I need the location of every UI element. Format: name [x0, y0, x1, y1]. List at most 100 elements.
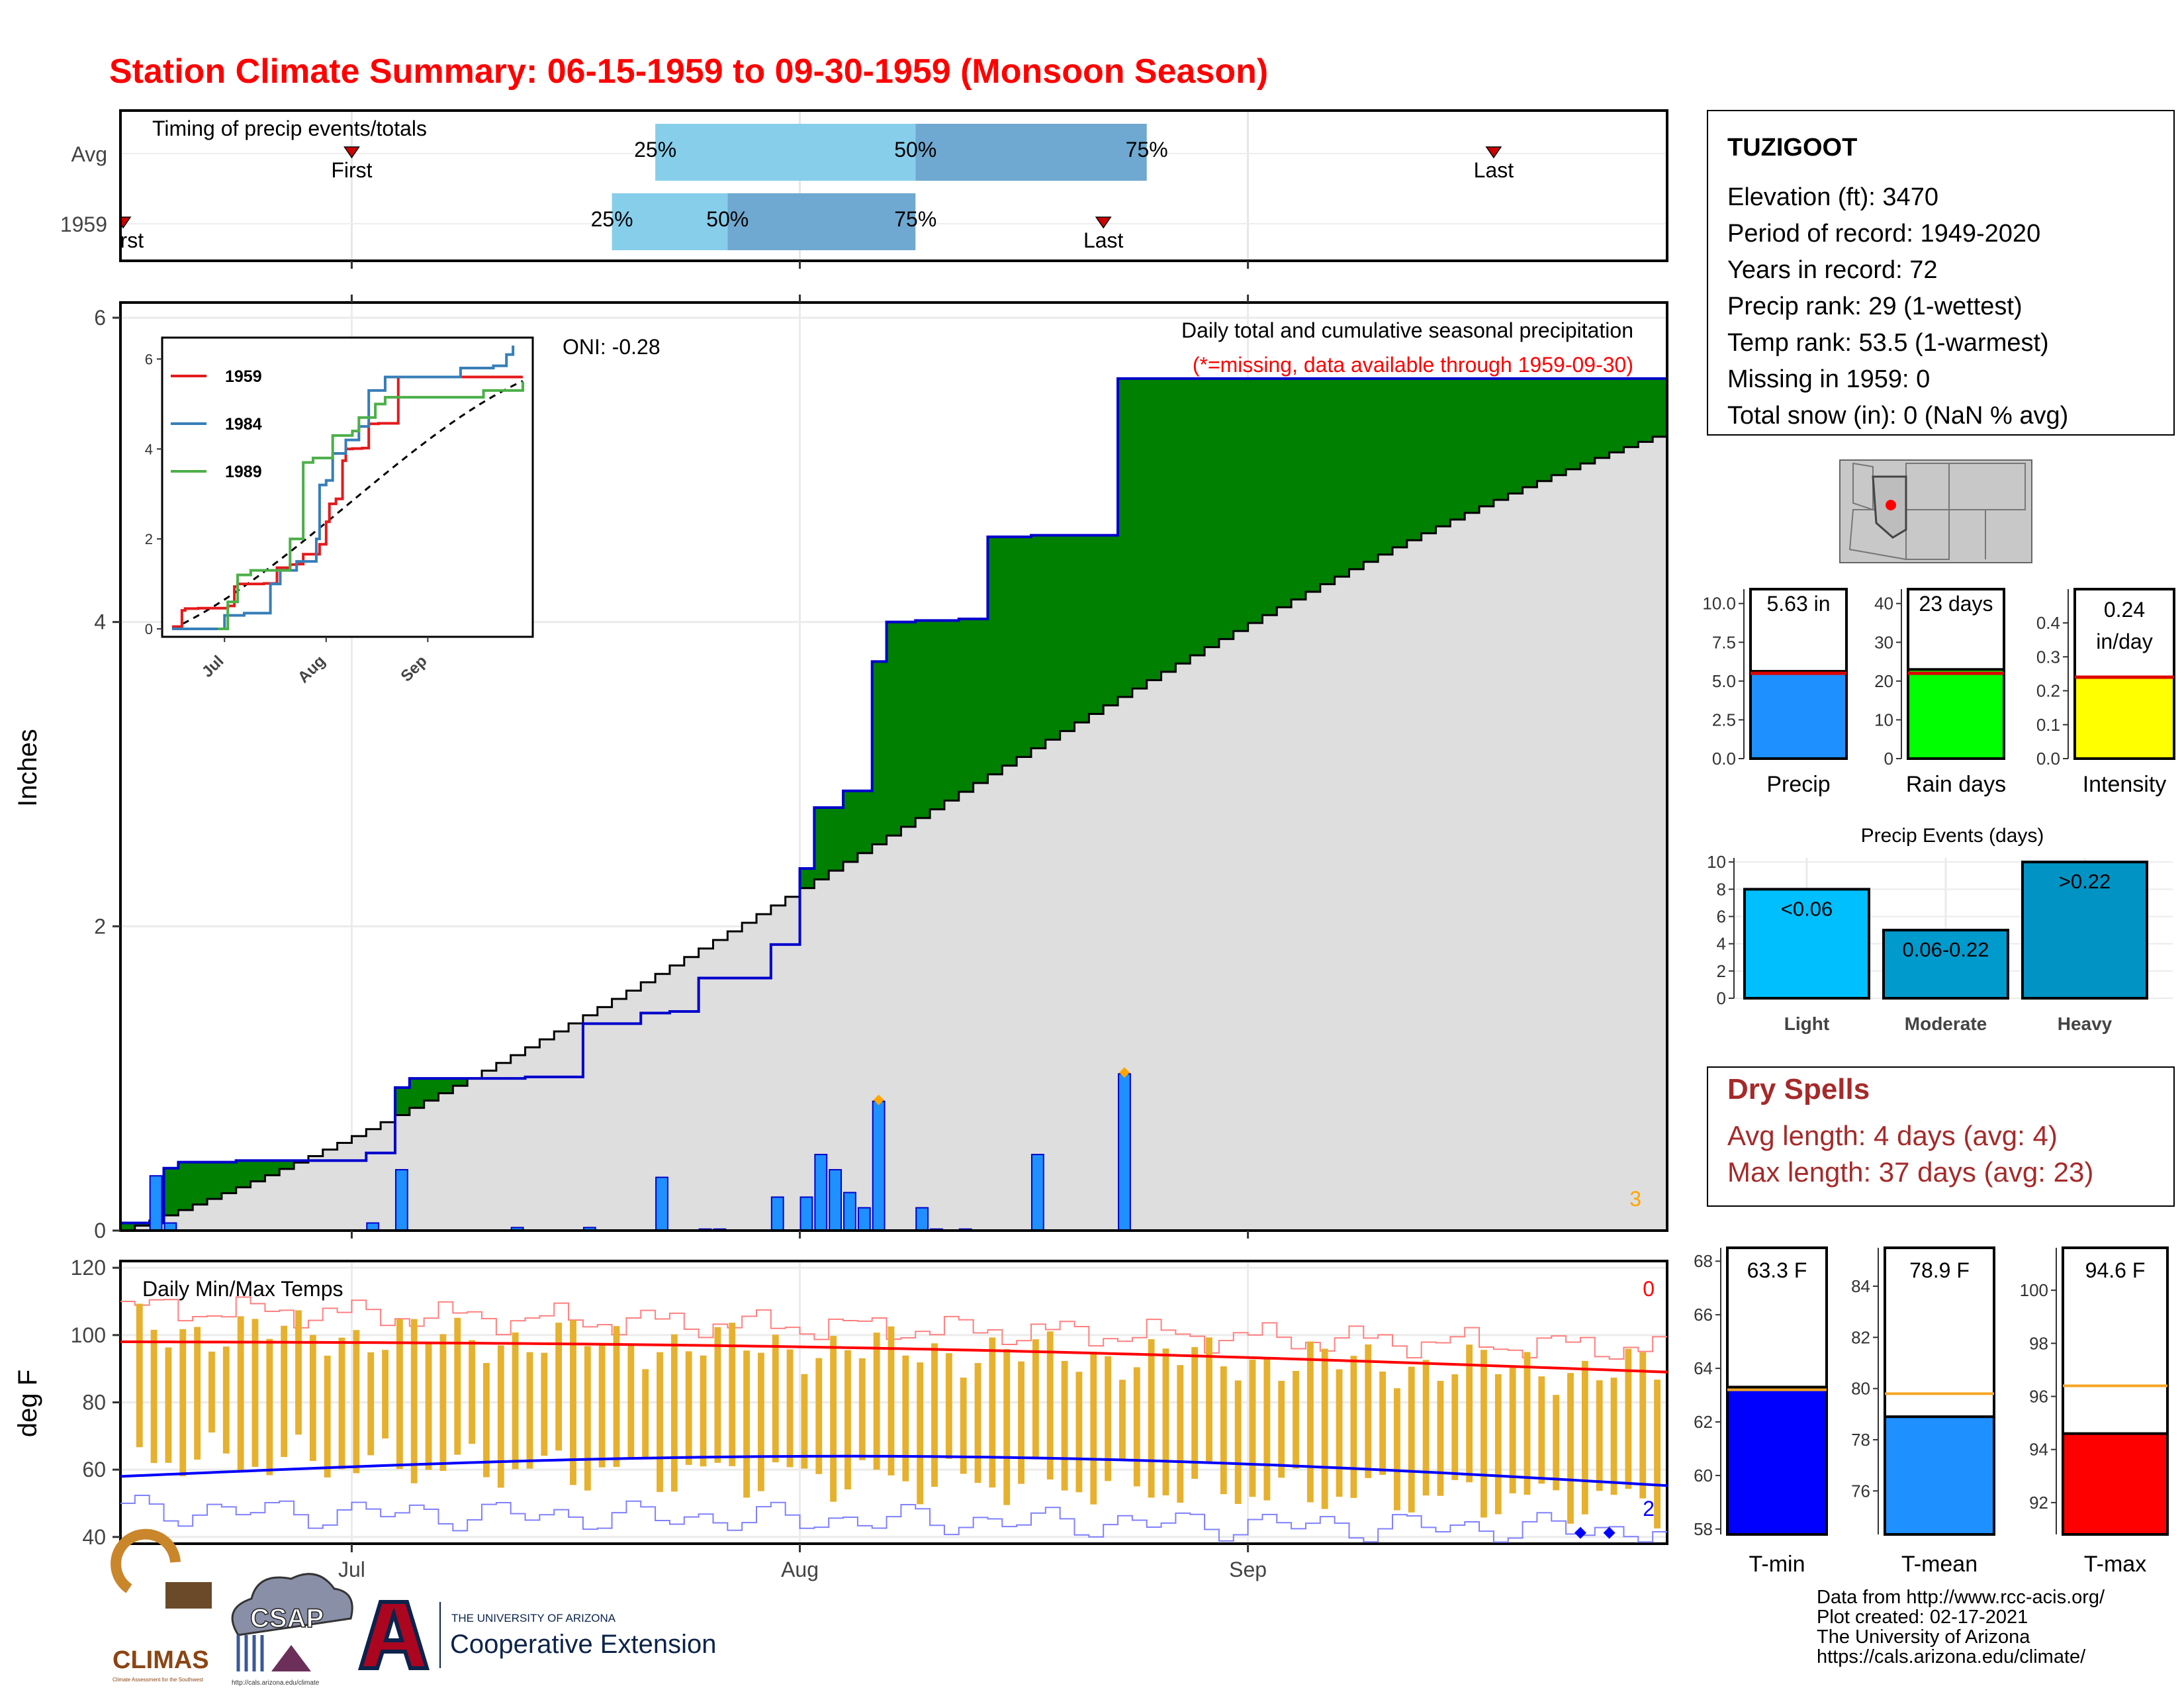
inset-frame: [161, 336, 534, 638]
temp-panel: Daily Min/Max Temps 0 2 deg F 40 60 80 100 1…: [13, 1256, 1668, 1581]
precip-daily-marker-15: [873, 1094, 884, 1105]
temp-summary-ytick-label-0-1: 60: [1694, 1466, 1713, 1485]
temp-summary-value-T-min: 63.3 F: [1747, 1258, 1807, 1282]
temp-daily-bar-43: [743, 1350, 750, 1498]
season-ytick-label-2-2: 0.2: [2036, 681, 2060, 701]
precip-daily-marker-20: [1118, 1067, 1130, 1078]
temp-daily-bar-91: [1437, 1381, 1444, 1496]
temp-marks: [120, 1296, 1668, 1543]
temp-daily-bar-21: [425, 1342, 432, 1470]
inset-legend-label-1989: 1989: [225, 463, 262, 481]
season-ytick-label-1-2: 20: [1874, 671, 1893, 691]
temp-daily-bar-90: [1422, 1360, 1430, 1496]
temp-summary-ytick-label-2-4: 100: [2020, 1280, 2048, 1300]
temp-summary-category-T-mean: T-mean: [1901, 1552, 1978, 1577]
timing-bar-25-50-0: [655, 124, 916, 181]
temp-summary-ytick-label-2-1: 94: [2029, 1440, 2048, 1460]
events-bar-Moderate: [1882, 929, 2009, 1000]
temp-daily-bar-77: [1234, 1380, 1242, 1504]
temp-daily-bar-71: [1148, 1339, 1155, 1498]
temp-daily-bar-78: [1249, 1359, 1256, 1497]
season-ytick-label-2-3: 0.3: [2036, 647, 2060, 667]
temp-daily-bar-105: [1639, 1352, 1647, 1499]
temp-daily-bar-65: [1061, 1360, 1068, 1491]
inset-ytick-label-2: 4: [145, 441, 153, 457]
precip-marks: [120, 377, 1667, 1232]
inset-legend-label-1984: 1984: [225, 415, 262, 434]
temp-daily-bar-102: [1596, 1380, 1603, 1491]
temp-daily-bar-72: [1162, 1348, 1169, 1496]
events-ytick-label-0: 0: [1717, 988, 1726, 1008]
csap-subtext: http://cals.arizona.edu/climate: [232, 1679, 320, 1687]
map-background: [1839, 459, 2032, 563]
coop-extension: Cooperative Extension: [450, 1630, 716, 1659]
temp-daily-bar-69: [1119, 1380, 1126, 1461]
month-label-2: Sep: [1229, 1558, 1267, 1581]
locator-map: [1839, 459, 2032, 563]
temp-daily-bar-61: [1003, 1349, 1011, 1505]
timing-marker-label-0-0: First: [331, 158, 372, 182]
temp-daily-bar-94: [1480, 1350, 1487, 1518]
season-bar-1: [1907, 668, 2005, 760]
season-ytick-label-2-1: 0.1: [2036, 715, 2060, 735]
precip-daily-bar-13: [843, 1192, 856, 1232]
temp-daily-bar-100: [1567, 1373, 1574, 1524]
temp-record-low-line: [120, 1494, 1667, 1543]
timing-marker-1-0: [122, 216, 132, 229]
season-bar-2: [2073, 676, 2175, 760]
footer-line-2: Plot created: 02-17-2021: [1817, 1607, 2028, 1628]
temp-daily-bar-50: [844, 1350, 851, 1490]
inset-series-line-1989: [218, 381, 524, 630]
precip-average-area: [120, 436, 1667, 1231]
temp-daily-bar-33: [598, 1343, 606, 1468]
events-category-Heavy: Heavy: [2058, 1013, 2113, 1034]
timing-pct-label-1-0: 25%: [591, 207, 633, 231]
temp-daily-bar-75: [1206, 1337, 1212, 1464]
precip-daily-bar-16: [915, 1207, 929, 1231]
temp-summary-ytick-label-0-0: 58: [1694, 1519, 1713, 1539]
temp-daily-bar-15: [338, 1337, 345, 1470]
temp-daily-bar-27: [512, 1332, 519, 1470]
climas-text: CLIMAS: [113, 1646, 209, 1674]
temp-summary-bar-T-mean: [1884, 1415, 1995, 1536]
temp-avg-min-line: [120, 1454, 1668, 1487]
ua-name: THE UNIVERSITY OF ARIZONA: [451, 1612, 616, 1624]
precip-corner-count: 3: [1629, 1187, 1641, 1211]
temp-daily-bar-104: [1625, 1348, 1632, 1489]
events-bar-label-Heavy: >0.22: [2059, 870, 2111, 893]
temp-daily-bar-8: [237, 1316, 244, 1471]
month-label-1: Aug: [781, 1558, 819, 1581]
temp-daily-bar-17: [367, 1352, 375, 1456]
temp-daily-bar-54: [902, 1355, 909, 1481]
timing-marker-0-0: [343, 146, 360, 159]
timing-marker-label-0-1: Last: [1474, 158, 1514, 182]
temp-daily-bar-36: [642, 1369, 649, 1458]
temp-daily-bar-26: [497, 1345, 504, 1488]
temp-hot-count: 0: [1643, 1277, 1655, 1301]
temp-summary-category-T-max: T-max: [2084, 1552, 2146, 1577]
temp-avg-max-line: [120, 1340, 1668, 1374]
precip-note-missing: (*=missing, data available through 1959-…: [1193, 353, 1633, 377]
temp-ytick-label-3: 100: [71, 1323, 106, 1347]
temp-daily-bar-29: [541, 1352, 548, 1456]
temp-summary-ytick-label-1-1: 78: [1851, 1430, 1870, 1450]
precip-daily-bar-6: [655, 1176, 668, 1231]
precip-surplus-area: [120, 378, 1667, 1231]
temp-daily-bar-92: [1451, 1374, 1459, 1480]
precip-daily-bar-9: [770, 1196, 784, 1231]
season-category-label-0: Precip: [1766, 772, 1830, 797]
temp-summary-ytick-label-1-2: 80: [1851, 1379, 1870, 1399]
events-ytick-label-1: 2: [1717, 961, 1726, 981]
temp-daily-bar-22: [439, 1334, 447, 1471]
temp-daily-bar-16: [353, 1330, 360, 1474]
temp-daily-bar-70: [1133, 1367, 1140, 1487]
ua-logo: THE UNIVERSITY OF ARIZONA Cooperative Ex…: [357, 1600, 716, 1670]
temp-y-label: deg F: [13, 1370, 42, 1437]
dry-avg-length: Avg length: 4 days (avg: 4): [1727, 1120, 2058, 1151]
temp-daily-bar-20: [410, 1319, 418, 1483]
timing-pct-label-0-2: 75%: [1126, 138, 1168, 162]
csap-text: CSAP: [250, 1604, 324, 1633]
temp-daily-bar-10: [266, 1338, 273, 1476]
station-name: TUZIGOOT: [1727, 134, 1857, 162]
temp-daily-bar-103: [1610, 1378, 1617, 1495]
